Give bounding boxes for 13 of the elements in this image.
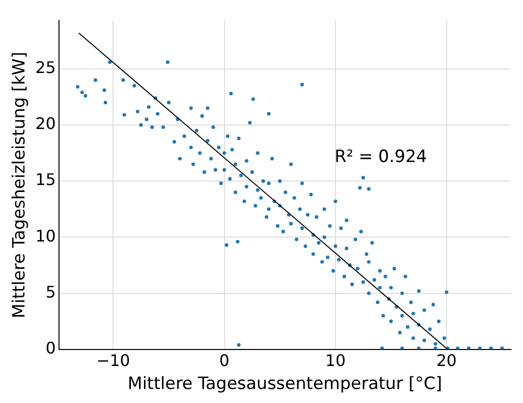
y-axis-title: Mittlere Tagesheizleistung [kW] <box>10 52 30 318</box>
x-axis-title: Mittlere Tagesaussentemperatur [°C] <box>128 374 442 394</box>
y-tick-label: 0 <box>46 338 56 358</box>
x-tick-label: 20 <box>436 351 457 370</box>
y-tick-label: 10 <box>35 226 56 246</box>
x-tick-label: 10 <box>325 351 346 370</box>
y-tick-label: 20 <box>35 114 56 134</box>
y-tick-label: 5 <box>46 282 56 302</box>
y-tick-label: 25 <box>35 58 56 78</box>
y-tick-label: 15 <box>35 170 56 190</box>
x-tick-label: −10 <box>96 351 130 370</box>
x-tick-label: 0 <box>219 351 230 370</box>
annotation: R² = 0.924 <box>334 146 427 167</box>
